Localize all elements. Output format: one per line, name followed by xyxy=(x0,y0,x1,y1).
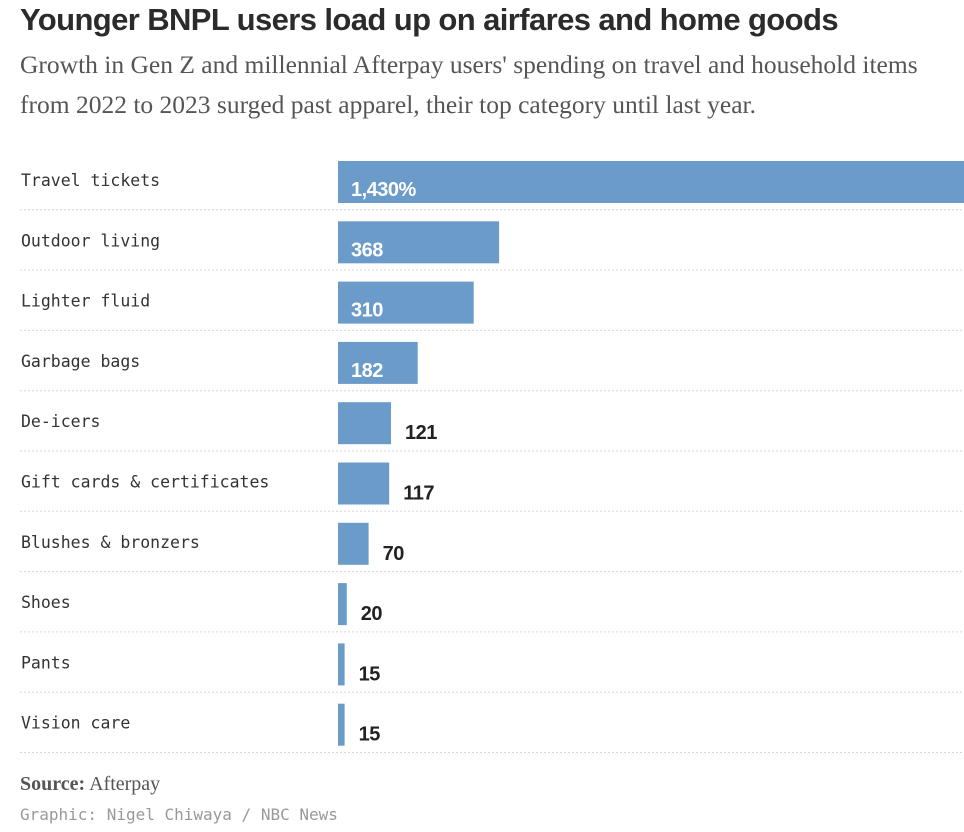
category-label: Gift cards & certificates xyxy=(21,473,269,492)
source-text: Afterpay xyxy=(89,773,161,795)
category-label: Blushes & bronzers xyxy=(21,533,200,552)
category-label: Vision care xyxy=(21,714,130,733)
category-label: Garbage bags xyxy=(21,352,140,371)
data-label: 70 xyxy=(383,543,405,565)
bar xyxy=(338,221,500,264)
source-label: Source: xyxy=(20,773,86,795)
bar xyxy=(338,703,345,746)
category-label: Travel tickets xyxy=(21,171,160,190)
bar xyxy=(338,161,964,203)
category-label: De-icers xyxy=(21,412,100,431)
category-label: Shoes xyxy=(21,593,71,612)
category-label: Pants xyxy=(21,653,71,672)
data-label: 20 xyxy=(361,603,383,625)
bar-chart: Travel tickets 1,430% Outdoor living 368 Lig… xyxy=(20,161,964,753)
data-label: 368 xyxy=(351,239,383,261)
data-label: 121 xyxy=(405,422,437,444)
bar xyxy=(338,643,345,686)
graphic-credit: Graphic: Nigel Chiwaya / NBC News xyxy=(20,805,338,824)
bar xyxy=(338,583,347,626)
category-label: Outdoor living xyxy=(21,231,160,250)
bar xyxy=(338,281,474,324)
bar xyxy=(338,462,390,505)
data-label: 1,430% xyxy=(351,179,417,201)
bar xyxy=(338,341,418,384)
chart-title: Younger BNPL users load up on airfares a… xyxy=(20,2,839,37)
data-label: 310 xyxy=(351,300,383,322)
source-note: Source: Afterpay xyxy=(20,773,160,796)
data-label: 117 xyxy=(403,483,434,505)
category-label: Lighter fluid xyxy=(21,292,150,311)
data-label: 15 xyxy=(359,663,381,685)
bar xyxy=(338,522,369,565)
bar xyxy=(338,402,391,445)
data-label: 182 xyxy=(351,360,383,382)
data-label: 15 xyxy=(359,724,381,746)
chart-subtitle: Growth in Gen Z and millennial Afterpay … xyxy=(20,50,918,119)
